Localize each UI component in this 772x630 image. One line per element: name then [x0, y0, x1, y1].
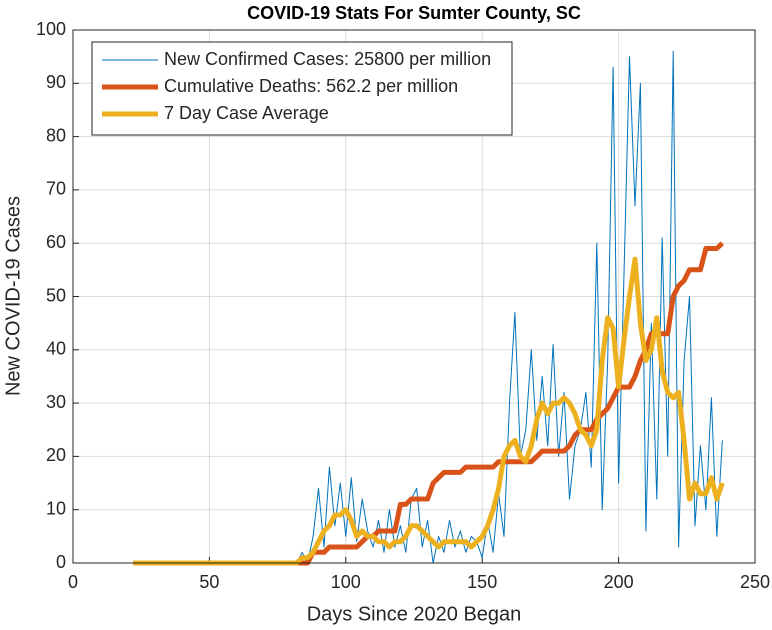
y-tick-label: 10: [46, 498, 66, 518]
x-axis-label: Days Since 2020 Began: [307, 603, 522, 625]
y-tick-label: 60: [46, 232, 66, 252]
legend-label: 7 Day Case Average: [164, 103, 329, 123]
y-tick-label: 20: [46, 445, 66, 465]
y-tick-label: 0: [56, 552, 66, 572]
x-tick-label: 250: [740, 572, 770, 592]
y-axis-label: New COVID-19 Cases: [2, 196, 24, 396]
y-tick-label: 100: [36, 19, 66, 39]
legend-label: New Confirmed Cases: 25800 per million: [164, 49, 491, 69]
legend-box: [91, 41, 513, 136]
chart-title: COVID-19 Stats For Sumter County, SC: [247, 3, 581, 23]
y-tick-label: 50: [46, 285, 66, 305]
legend-label: Cumulative Deaths: 562.2 per million: [164, 76, 458, 96]
y-tick-label: 70: [46, 179, 66, 199]
x-tick-label: 150: [467, 572, 497, 592]
y-tick-label: 80: [46, 125, 66, 145]
x-tick-label: 100: [331, 572, 361, 592]
y-tick-label: 40: [46, 339, 66, 359]
y-tick-label: 30: [46, 392, 66, 412]
y-tick-label: 90: [46, 72, 66, 92]
plot-frame: [72, 29, 756, 564]
x-tick-label: 200: [604, 572, 634, 592]
x-tick-label: 0: [68, 572, 78, 592]
x-tick-label: 50: [199, 572, 219, 592]
